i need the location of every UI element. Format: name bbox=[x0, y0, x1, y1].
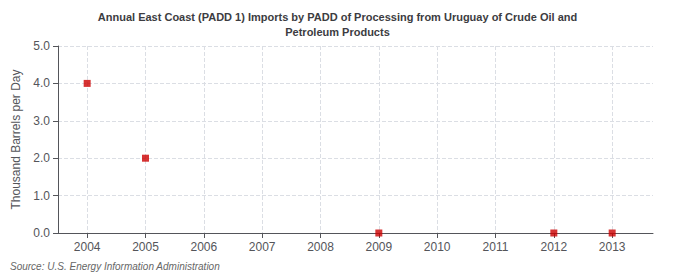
svg-text:2013: 2013 bbox=[599, 240, 626, 254]
svg-text:2004: 2004 bbox=[74, 240, 101, 254]
svg-text:3.0: 3.0 bbox=[33, 114, 50, 128]
svg-text:2007: 2007 bbox=[249, 240, 276, 254]
svg-text:1.0: 1.0 bbox=[33, 189, 50, 203]
svg-text:0.0: 0.0 bbox=[33, 226, 50, 240]
svg-text:2010: 2010 bbox=[424, 240, 451, 254]
svg-text:2008: 2008 bbox=[307, 240, 334, 254]
svg-text:2011: 2011 bbox=[483, 240, 509, 254]
svg-text:Source: U.S. Energy Informatio: Source: U.S. Energy Information Administ… bbox=[10, 261, 220, 272]
svg-text:2012: 2012 bbox=[540, 240, 567, 254]
svg-text:2.0: 2.0 bbox=[33, 151, 50, 165]
svg-text:Annual East Coast (PADD 1) Imp: Annual East Coast (PADD 1) Imports by PA… bbox=[98, 11, 577, 23]
svg-text:2009: 2009 bbox=[365, 240, 392, 254]
svg-text:2005: 2005 bbox=[132, 240, 159, 254]
svg-text:Thousand Barrels per Day: Thousand Barrels per Day bbox=[9, 69, 23, 209]
svg-text:5.0: 5.0 bbox=[33, 39, 50, 53]
svg-text:Petroleum Products: Petroleum Products bbox=[285, 26, 390, 38]
svg-text:2006: 2006 bbox=[190, 240, 217, 254]
svg-text:4.0: 4.0 bbox=[33, 76, 50, 90]
